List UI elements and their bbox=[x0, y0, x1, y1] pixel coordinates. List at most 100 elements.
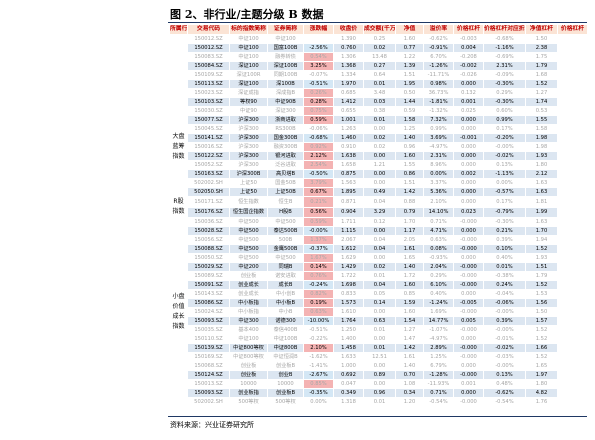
change-cell: 0.59% bbox=[303, 115, 334, 125]
column-header: 价格杠杆 bbox=[453, 24, 484, 35]
value-cell: -0.00% bbox=[483, 142, 526, 152]
value-cell: 1.263 bbox=[333, 124, 364, 134]
value-cell: -0.000 bbox=[453, 352, 484, 362]
code-cell: 150030.SZ bbox=[187, 106, 230, 116]
code-cell: 150109.SZ bbox=[187, 70, 230, 80]
value-cell: 银河进取 bbox=[267, 151, 304, 161]
value-cell: -0.000 bbox=[453, 325, 484, 335]
value-cell: 0.01 bbox=[363, 271, 396, 281]
value-cell: 泰信400B bbox=[267, 325, 304, 335]
value-cell: 2.31% bbox=[423, 151, 454, 161]
value-cell: 0.64 bbox=[363, 70, 396, 80]
value-cell: 同瑞B bbox=[267, 262, 304, 272]
value-cell: 0.01 bbox=[363, 397, 396, 407]
value-cell: 1.54 bbox=[395, 316, 424, 326]
value-cell: -0.30% bbox=[483, 79, 526, 89]
change-cell: -0.50% bbox=[303, 169, 334, 179]
category-cell: 小盘价值成长指数 bbox=[169, 217, 188, 407]
value-cell: 创业板B bbox=[267, 361, 304, 371]
value-cell: 1.60 bbox=[395, 307, 424, 317]
value-cell: 中证200 bbox=[229, 262, 268, 272]
code-cell: 150045.SZ bbox=[187, 124, 230, 134]
table-row: 150068.SZ 创业板 创业板B -1.41% 1.000 0.00 1.40 6.79%… bbox=[170, 361, 588, 371]
change-cell: 1.67% bbox=[303, 253, 334, 263]
value-cell: 深证成指 bbox=[229, 88, 268, 98]
value-cell: 0.89 bbox=[363, 370, 396, 380]
value-cell: 1.895 bbox=[333, 187, 364, 197]
value-cell: 0.25 bbox=[363, 34, 396, 44]
table-row: 502002.SH 上证50 国金50B 3.79% 1.563 0.00 1.51 3.37… bbox=[170, 178, 588, 188]
value-cell: 0.29% bbox=[483, 88, 526, 98]
value-cell: 1.711 bbox=[333, 217, 364, 227]
value-cell: 深证100B bbox=[267, 61, 304, 71]
table-row: 150083.SZ 中证100 融券转债 0.54% 1.306 13.48 1.22 6.7… bbox=[170, 52, 588, 62]
value-cell: 沪深300B bbox=[229, 169, 268, 179]
value-cell: 3.48 bbox=[363, 88, 396, 98]
change-cell: 0.54% bbox=[303, 52, 334, 62]
code-cell: 150050.SZ bbox=[187, 253, 230, 263]
value-cell: 中证800B bbox=[267, 343, 304, 353]
value-cell: 国金50B bbox=[267, 178, 304, 188]
value-cell: -0.00% bbox=[483, 361, 526, 371]
value-cell: -0.09% bbox=[483, 70, 526, 80]
value-cell: 0.39% bbox=[483, 235, 526, 245]
table-row: 150176.SZ 恒生国企指数 H股B 0.56% 0.904 3.29 0.79 14.1… bbox=[170, 206, 588, 218]
value-cell: 0.14 bbox=[363, 298, 396, 308]
value-cell: 0.60% bbox=[483, 106, 526, 116]
value-cell: 0.00% bbox=[483, 178, 526, 188]
value-cell: 中证100B bbox=[267, 334, 304, 344]
value-cell: 1.65 bbox=[395, 253, 424, 263]
table-row: R股指数 150171.SZ 恒生指数 恒生B 0.21% 0.871 0.04 0.88 2.… bbox=[169, 196, 588, 218]
table-row: 502050.SH 上证50 上证50B 0.67% 1.895 0.49 1.42 5.36… bbox=[170, 187, 588, 197]
value-cell: 0.875 bbox=[333, 169, 364, 179]
value-cell: 0.000 bbox=[453, 361, 484, 371]
value-cell: 中证800等权 bbox=[229, 343, 268, 353]
value-cell: -0.54% bbox=[483, 397, 526, 407]
value-cell: 1.52 bbox=[525, 79, 558, 89]
value-cell: 0.38 bbox=[363, 106, 396, 116]
value-cell: -0.000 bbox=[453, 343, 484, 353]
value-cell: 创业板指 bbox=[229, 388, 268, 398]
table-row: 150113.SZ 深证100 深100B -0.51% 1.970 0.01 1.95 0.… bbox=[170, 79, 588, 89]
change-cell: 0.67% bbox=[303, 187, 334, 197]
value-cell: 1.115 bbox=[333, 226, 364, 236]
code-cell: 150169.SZ bbox=[187, 352, 230, 362]
change-cell: 0.56% bbox=[303, 206, 334, 218]
value-cell: RS300B bbox=[267, 124, 304, 134]
value-cell: 1.55 bbox=[525, 115, 558, 125]
code-cell: 150036.SZ bbox=[187, 217, 230, 227]
value-cell: 0.02 bbox=[363, 142, 396, 152]
value-cell: -1.24% bbox=[423, 298, 454, 308]
value-cell: 0.002 bbox=[453, 169, 484, 179]
value-cell: 1.52 bbox=[525, 334, 558, 344]
table-row: 502002.SH 500等权 500等权 0.00% 1.318 0.01 1.20 -0.… bbox=[170, 397, 588, 407]
value-cell: 0.692 bbox=[333, 370, 364, 380]
change-cell: -0.37% bbox=[303, 244, 334, 254]
value-cell: -0.000 bbox=[453, 217, 484, 227]
change-cell: -2.56% bbox=[303, 43, 334, 53]
code-cell: 150088.SZ bbox=[187, 244, 230, 254]
table-row: 150035.SZ 基本400 泰信400B -0.51% 1.250 0.01 1.27-… bbox=[170, 325, 588, 335]
value-cell: 中证90 bbox=[229, 106, 268, 116]
value-cell: 1.000 bbox=[333, 361, 364, 371]
value-cell: 1.56 bbox=[525, 298, 558, 308]
table-row: 150141.SZ 沪深300 国金300B -0.68% 1.460 0.02 1.40 3… bbox=[170, 133, 588, 143]
value-cell: 0.02 bbox=[363, 262, 396, 272]
value-cell: 6.10% bbox=[423, 280, 454, 290]
value-cell: 1.59 bbox=[395, 298, 424, 308]
value-cell: 0.40% bbox=[483, 253, 526, 263]
value-cell: 2.05 bbox=[395, 235, 424, 245]
value-cell: 0.40% bbox=[423, 289, 454, 299]
value-cell: 1.306 bbox=[333, 52, 364, 62]
value-cell: 1.610 bbox=[333, 307, 364, 317]
column-header: 证券简称 bbox=[267, 24, 304, 35]
value-cell: -1.26% bbox=[423, 61, 454, 71]
value-cell: 1.722 bbox=[333, 271, 364, 281]
value-cell: -0.002 bbox=[453, 61, 484, 71]
value-cell: -0.03% bbox=[483, 352, 526, 362]
column-header: 成交额(千万) bbox=[363, 24, 396, 35]
table-row: 150084.SZ 深证100 深证100B 3.25% 1.368 0.27 1.39 -1… bbox=[170, 61, 588, 71]
value-cell: -0.000 bbox=[453, 235, 484, 245]
value-cell: 1.334 bbox=[333, 70, 364, 80]
value-cell: 0.17% bbox=[483, 196, 526, 208]
